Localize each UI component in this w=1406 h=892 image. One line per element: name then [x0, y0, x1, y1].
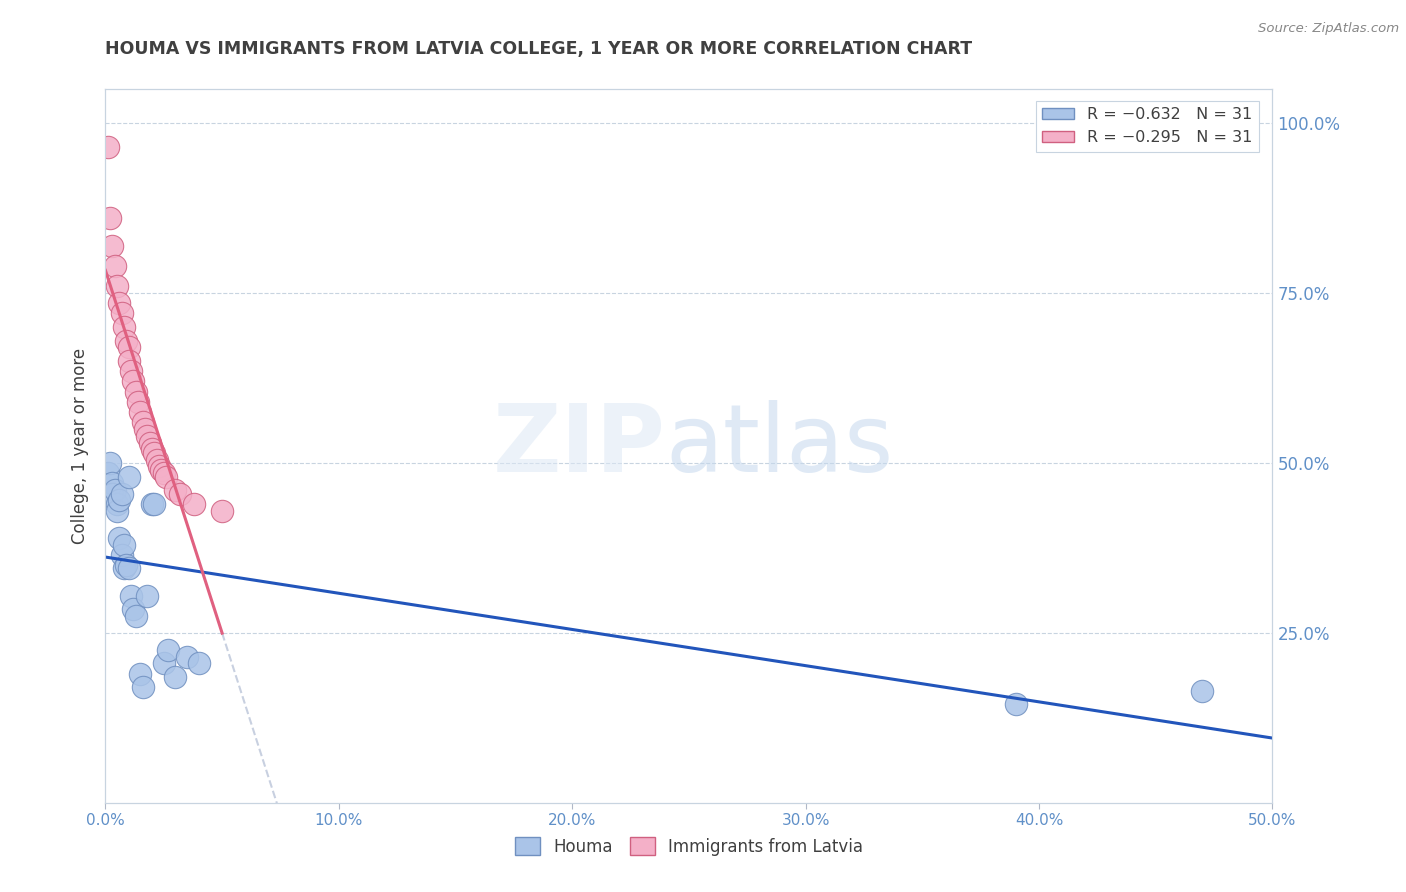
Point — [150, 463, 173, 477]
Point — [169, 486, 191, 500]
Text: atlas: atlas — [665, 400, 894, 492]
Point — [118, 341, 141, 355]
Text: Source: ZipAtlas.com: Source: ZipAtlas.com — [1258, 22, 1399, 36]
Point — [120, 589, 142, 603]
Point — [118, 354, 141, 368]
Point — [101, 476, 124, 491]
Point — [143, 497, 166, 511]
Point — [97, 140, 120, 154]
Point — [104, 483, 127, 498]
Point — [104, 259, 127, 273]
Point — [112, 561, 135, 575]
Point — [111, 306, 134, 320]
Point — [211, 503, 233, 517]
Point — [98, 211, 121, 226]
Point — [97, 466, 120, 480]
Point — [111, 486, 134, 500]
Point — [176, 649, 198, 664]
Text: HOUMA VS IMMIGRANTS FROM LATVIA COLLEGE, 1 YEAR OR MORE CORRELATION CHART: HOUMA VS IMMIGRANTS FROM LATVIA COLLEGE,… — [105, 40, 973, 58]
Point — [155, 469, 177, 483]
Point — [136, 589, 159, 603]
Point — [153, 466, 174, 480]
Point — [122, 602, 145, 616]
Point — [101, 486, 124, 500]
Point — [141, 497, 163, 511]
Point — [153, 657, 174, 671]
Point — [134, 422, 156, 436]
Point — [136, 429, 159, 443]
Point — [165, 670, 187, 684]
Point — [1004, 698, 1026, 712]
Point — [105, 279, 128, 293]
Point — [101, 238, 124, 252]
Point — [98, 456, 121, 470]
Point — [132, 415, 155, 429]
Text: ZIP: ZIP — [492, 400, 665, 492]
Point — [187, 657, 209, 671]
Point — [165, 483, 187, 498]
Point — [120, 364, 142, 378]
Point — [127, 394, 149, 409]
Point — [146, 452, 169, 467]
Point — [132, 680, 155, 694]
Point — [139, 435, 162, 450]
Point — [1191, 683, 1213, 698]
Point — [115, 558, 138, 572]
Point — [125, 608, 148, 623]
Point — [148, 459, 170, 474]
Point — [118, 469, 141, 483]
Point — [125, 384, 148, 399]
Legend: Houma, Immigrants from Latvia: Houma, Immigrants from Latvia — [509, 830, 869, 863]
Point — [112, 537, 135, 551]
Point — [129, 405, 152, 419]
Point — [108, 493, 131, 508]
Point — [108, 531, 131, 545]
Y-axis label: College, 1 year or more: College, 1 year or more — [72, 348, 90, 544]
Point — [157, 643, 180, 657]
Point — [183, 497, 205, 511]
Point — [143, 446, 166, 460]
Point — [108, 296, 131, 310]
Point — [111, 548, 134, 562]
Point — [122, 375, 145, 389]
Point — [115, 334, 138, 348]
Point — [105, 497, 128, 511]
Point — [129, 666, 152, 681]
Point — [118, 561, 141, 575]
Point — [112, 320, 135, 334]
Point — [141, 442, 163, 457]
Point — [105, 503, 128, 517]
